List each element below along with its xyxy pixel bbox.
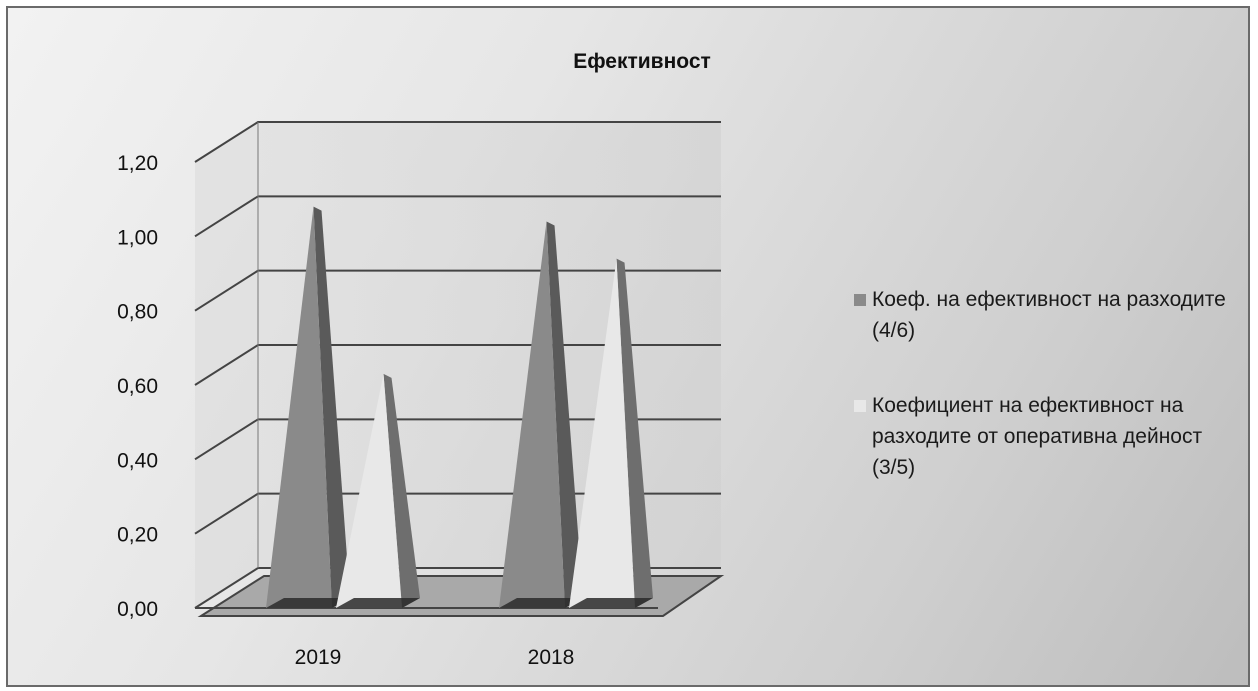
pyramid-2019-series-2 — [336, 373, 420, 608]
pyramid-face-2018-series-2 — [569, 258, 635, 608]
chart-plot: 0,00 0,20 0,40 0,60 0,80 1,00 1,20 2019 2018 Еф… — [117, 50, 725, 669]
pyramid-face-2019-series-2 — [336, 373, 402, 608]
legend-item-series-2: Коефициент на ефективност на разходите о… — [848, 390, 1248, 483]
pyramid-side-2019-series-1 — [313, 206, 350, 608]
legend-label-series-1: Коеф. на ефективност на разходите (4/6) — [872, 288, 1226, 342]
legend-item-series-1: Коеф. на ефективност на разходите (4/6) — [848, 284, 1248, 346]
y-tick-label: 0,20 — [117, 524, 158, 547]
legend-swatch-series-1 — [854, 294, 866, 306]
pyramid-face-2018-series-1 — [499, 221, 565, 608]
y-axis-ticks: 0,00 0,20 0,40 0,60 0,80 1,00 1,20 — [117, 152, 158, 621]
pyramid-2018-series-1 — [499, 221, 583, 608]
pyramid-base-2018-series-2 — [569, 598, 653, 608]
chart-legend: Коеф. на ефективност на разходите (4/6) … — [848, 284, 1248, 527]
y-tick-label: 1,20 — [117, 152, 158, 175]
pyramid-base-2019-series-1 — [266, 598, 350, 608]
y-tick-label: 1,00 — [117, 226, 158, 249]
pyramid-base-2019-series-2 — [336, 598, 420, 608]
y-tick-label: 0,60 — [117, 375, 158, 398]
y-tick-label: 0,00 — [117, 598, 158, 621]
x-tick-label: 2018 — [528, 646, 575, 669]
y-tick-label: 0,80 — [117, 301, 158, 324]
pyramid-side-2018-series-1 — [546, 221, 583, 608]
x-axis-ticks: 2019 2018 — [295, 646, 575, 669]
legend-label-series-2: Коефициент на ефективност на разходите о… — [872, 394, 1203, 479]
pyramid-side-2019-series-2 — [383, 373, 420, 608]
pyramid-2018-series-2 — [569, 258, 653, 608]
chart-bars — [266, 206, 653, 608]
pyramid-base-2018-series-1 — [499, 598, 583, 608]
chart-frame: 0,00 0,20 0,40 0,60 0,80 1,00 1,20 2019 2018 Еф… — [6, 6, 1250, 687]
legend-swatch-series-2 — [854, 400, 866, 412]
y-tick-label: 0,40 — [117, 449, 158, 472]
pyramid-face-2019-series-1 — [266, 206, 332, 608]
pyramid-side-2018-series-2 — [616, 258, 653, 608]
pyramid-2019-series-1 — [266, 206, 350, 608]
chart-title: Ефективност — [573, 50, 711, 73]
x-tick-label: 2019 — [295, 646, 342, 669]
